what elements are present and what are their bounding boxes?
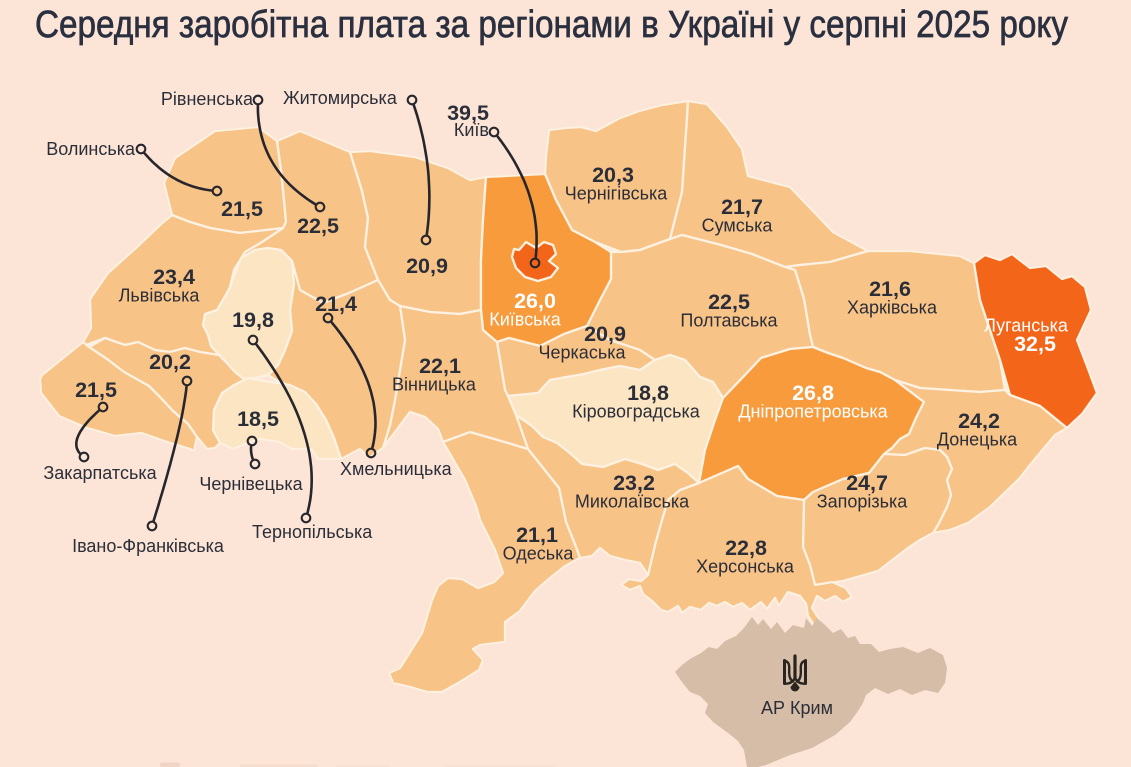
svg-text:19,8: 19,8 — [232, 308, 274, 332]
svg-text:Одеська: Одеська — [503, 544, 575, 564]
svg-text:21,1: 21,1 — [516, 523, 558, 547]
svg-text:Тернопільська: Тернопільська — [252, 522, 373, 542]
svg-text:АР Крим: АР Крим — [761, 698, 833, 718]
svg-text:21,5: 21,5 — [221, 197, 263, 221]
svg-text:Харківська: Харківська — [847, 298, 938, 318]
svg-text:20,9: 20,9 — [584, 322, 626, 346]
svg-text:Рівненська: Рівненська — [161, 89, 254, 109]
svg-text:20,2: 20,2 — [149, 350, 191, 374]
svg-text:Чернівецька: Чернівецька — [199, 474, 303, 494]
svg-text:22,8: 22,8 — [725, 536, 767, 560]
svg-text:18,5: 18,5 — [237, 407, 279, 431]
svg-text:Волинська: Волинська — [46, 139, 136, 159]
svg-text:21,4: 21,4 — [315, 292, 357, 316]
svg-text:Черкаська: Черкаська — [539, 343, 627, 363]
svg-text:20,3: 20,3 — [592, 163, 634, 187]
svg-text:Закарпатська: Закарпатська — [43, 463, 157, 483]
svg-text:22,1: 22,1 — [419, 354, 461, 378]
svg-text:Кіровоградська: Кіровоградська — [572, 402, 701, 422]
svg-text:Донецька: Донецька — [937, 430, 1018, 450]
svg-text:Хмельницька: Хмельницька — [340, 459, 453, 479]
svg-text:Середня заробітна плата за рег: Середня заробітна плата за регіонами в У… — [35, 4, 1068, 46]
svg-text:Житомирська: Житомирська — [283, 88, 398, 108]
svg-text:22,5: 22,5 — [297, 214, 339, 238]
svg-text:18,8: 18,8 — [627, 381, 669, 405]
svg-text:Вінницька: Вінницька — [392, 375, 477, 395]
svg-text:Київська: Київська — [489, 310, 562, 330]
svg-text:23,2: 23,2 — [613, 471, 655, 495]
svg-text:39,5: 39,5 — [447, 101, 489, 125]
svg-text:Львівська: Львівська — [119, 286, 201, 306]
svg-text:Полтавська: Полтавська — [680, 311, 778, 331]
svg-text:26,0: 26,0 — [514, 289, 556, 313]
svg-text:21,7: 21,7 — [721, 195, 763, 219]
svg-text:Сумська: Сумська — [702, 216, 774, 236]
svg-text:23,4: 23,4 — [153, 265, 195, 289]
svg-text:21,6: 21,6 — [869, 277, 911, 301]
svg-text:24,7: 24,7 — [846, 471, 888, 495]
svg-text:Дніпропетровська: Дніпропетровська — [738, 402, 888, 422]
svg-text:22,5: 22,5 — [708, 290, 750, 314]
svg-text:32,5: 32,5 — [1014, 332, 1056, 356]
svg-text:Херсонська: Херсонська — [696, 557, 795, 577]
svg-text:Чернігівська: Чернігівська — [565, 184, 669, 204]
svg-text:21,5: 21,5 — [75, 378, 117, 402]
svg-text:20,9: 20,9 — [406, 254, 448, 278]
svg-text:Миколаївська: Миколаївська — [575, 492, 690, 512]
svg-text:Запорізька: Запорізька — [817, 492, 909, 512]
svg-text:24,2: 24,2 — [958, 409, 1000, 433]
svg-text:26,8: 26,8 — [792, 381, 834, 405]
svg-text:Луганська: Луганська — [984, 316, 1069, 336]
svg-text:Івано-Франківська: Івано-Франківська — [72, 536, 225, 556]
svg-text:Київ: Київ — [454, 120, 489, 140]
